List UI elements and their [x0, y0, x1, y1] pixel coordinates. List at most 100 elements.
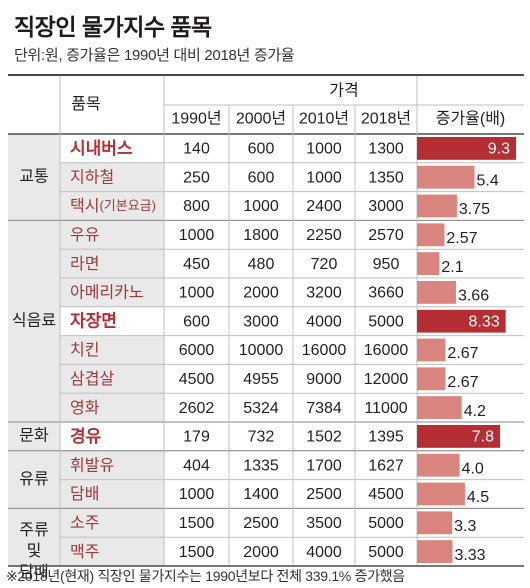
price-value: 1400 [243, 486, 279, 503]
price-value: 2000 [243, 285, 279, 302]
price-value: 3660 [368, 285, 404, 302]
growth-label: 8.33 [469, 313, 500, 330]
item-label: 아메리카노 [70, 284, 144, 302]
header-price: 가격 [329, 82, 358, 100]
price-value: 720 [311, 256, 338, 273]
growth-bar [417, 137, 516, 160]
item-cell-bg [60, 278, 164, 307]
price-value: 1300 [368, 141, 404, 158]
item-label: 자장면 [70, 312, 117, 331]
price-value: 2400 [306, 198, 342, 215]
item-label: 우유 [70, 227, 99, 244]
growth-label: 5.4 [476, 172, 498, 189]
category-label: 유류 [19, 471, 48, 488]
price-value: 480 [248, 256, 275, 273]
item-cell-bg [60, 537, 164, 566]
item-label: 시내버스 [70, 139, 133, 158]
growth-label: 2.67 [447, 345, 478, 362]
price-value: 140 [183, 141, 210, 158]
page-title: 직장인 물가지수 품목 [14, 14, 212, 40]
price-value: 1700 [306, 457, 342, 474]
growth-bar [417, 540, 453, 563]
item-cell-bg [60, 479, 164, 509]
price-value: 1500 [179, 544, 215, 561]
footnote: ※2018년(현재) 직장인 물가지수는 1990년보다 전체 339.1% 증… [6, 568, 405, 584]
price-value: 5324 [243, 400, 279, 417]
price-value: 1502 [306, 429, 342, 446]
growth-label: 3.33 [454, 547, 485, 564]
top-rule [8, 74, 524, 76]
header-year: 2018년 [361, 110, 411, 128]
price-value: 9000 [306, 371, 342, 388]
growth-label: 4.2 [464, 403, 486, 420]
growth-bar [417, 194, 457, 218]
price-value: 2000 [243, 544, 279, 561]
growth-bar [417, 482, 465, 506]
price-value: 250 [183, 169, 210, 186]
growth-bar [417, 396, 462, 419]
price-value: 4000 [306, 313, 342, 330]
growth-label: 2.57 [446, 230, 477, 247]
price-value: 1000 [179, 285, 215, 302]
item-cell-bg [60, 162, 164, 192]
header-year: 2000년 [236, 110, 286, 128]
category-column-bg [8, 134, 60, 566]
price-value: 3000 [243, 313, 279, 330]
price-value: 11000 [364, 400, 407, 417]
item-cell-bg [60, 249, 164, 278]
price-value: 1627 [368, 457, 404, 474]
header-item: 품목 [71, 95, 100, 113]
growth-bar [417, 252, 440, 275]
price-value: 5000 [368, 515, 404, 532]
price-value: 950 [373, 256, 400, 273]
category-label: 및 [27, 542, 42, 560]
price-value: 4000 [306, 544, 342, 561]
growth-bar [417, 453, 460, 477]
item-note: (기본요금) [99, 198, 156, 213]
item-cell-bg [60, 220, 164, 250]
category-label: 교통 [19, 167, 48, 185]
price-value: 800 [183, 198, 210, 215]
price-value: 6000 [179, 342, 215, 359]
growth-label: 3.3 [454, 518, 476, 535]
growth-label: 2.67 [447, 374, 478, 391]
growth-bar [417, 425, 501, 448]
price-value: 1000 [243, 198, 279, 215]
item-label: 라면 [70, 255, 99, 273]
item-cell-bg [60, 393, 164, 422]
growth-label: 3.66 [458, 288, 489, 305]
category-label: 주류 [19, 522, 48, 539]
growth-label: 9.3 [488, 141, 510, 158]
growth-label: 2.1 [441, 259, 463, 276]
growth-bar [417, 338, 446, 362]
price-value: 3000 [368, 198, 404, 215]
item-label: 담배 [70, 485, 99, 503]
price-value: 2570 [368, 227, 404, 244]
price-value: 5000 [368, 544, 404, 561]
growth-bar [417, 165, 475, 189]
category-label: 문화 [19, 427, 49, 445]
header-year: 2010년 [299, 110, 349, 128]
price-value: 600 [248, 141, 275, 158]
price-value: 10000 [239, 342, 284, 359]
price-value: 600 [248, 169, 275, 186]
item-label: 택시(기본요금) [70, 197, 156, 215]
price-value: 4500 [368, 486, 404, 503]
growth-bar [417, 367, 446, 391]
item-label: 경유 [70, 427, 102, 446]
price-value: 1000 [179, 227, 215, 244]
item-label: 삼겹살 [70, 370, 114, 388]
price-value: 4955 [243, 371, 279, 388]
growth-label: 3.75 [459, 201, 490, 218]
price-value: 5000 [368, 313, 404, 330]
growth-label: 4.0 [462, 460, 484, 477]
price-value: 179 [183, 429, 210, 446]
price-value: 2602 [179, 400, 215, 417]
item-label: 지하철 [70, 168, 114, 186]
item-label: 소주 [70, 515, 99, 532]
price-value: 4500 [179, 371, 215, 388]
price-value: 1800 [243, 227, 279, 244]
item-label: 휘발유 [70, 456, 114, 474]
